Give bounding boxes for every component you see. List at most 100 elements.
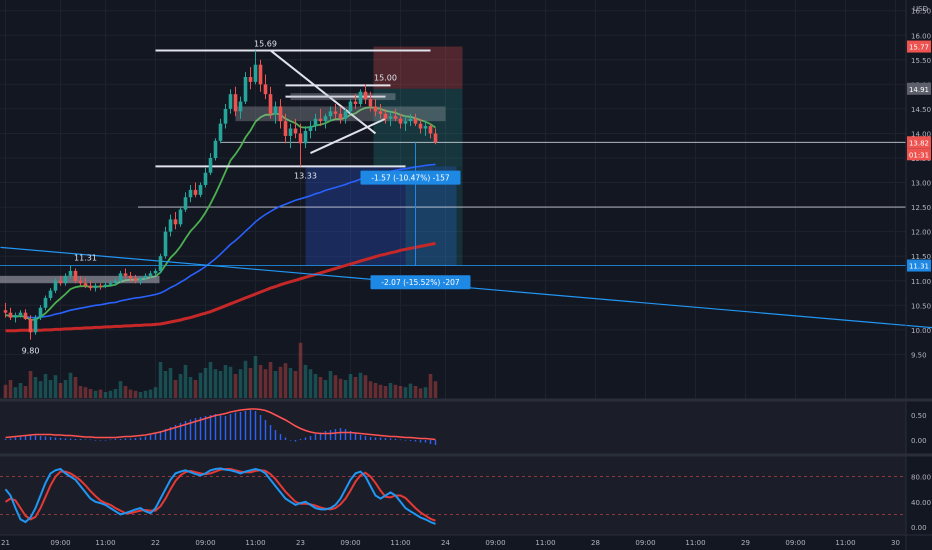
candle-body <box>378 111 383 114</box>
macd-histogram-bar <box>354 433 357 440</box>
macd-histogram-bar <box>79 439 82 440</box>
macd-histogram-bar <box>44 436 47 440</box>
stoch-tick-label: 80.00 <box>911 474 931 482</box>
volume-bar <box>413 386 418 398</box>
currency-label: USD <box>913 5 928 13</box>
volume-bar <box>228 366 233 398</box>
price-annotation-label: 15.69 <box>254 39 277 48</box>
volume-bar <box>408 383 413 398</box>
price-annotations: 15.69 15.00 13.33 11.31 9.80 <box>22 39 397 355</box>
macd-tick-label: 0.50 <box>911 412 927 420</box>
price-tick-label: 10.50 <box>911 302 931 310</box>
candle-body <box>83 283 88 286</box>
time-tick-label: 22 <box>151 539 160 547</box>
macd-histogram-bar <box>314 434 317 440</box>
time-axis[interactable]: 21 09:00 11:00 22 09:00 11:00 23 09:00 11:00 24 09… <box>1 539 932 547</box>
pattern-line-rising[interactable] <box>310 117 386 154</box>
volume-bar <box>388 383 393 398</box>
macd-histogram-bar <box>429 440 432 444</box>
candle-body <box>168 219 173 232</box>
macd-histogram-bar <box>229 414 232 440</box>
candle-body <box>268 94 273 114</box>
price-badges: 15.77 14.91 13.82 01:31 11.31 <box>907 40 931 272</box>
candle-body <box>143 275 148 279</box>
candle-body <box>38 307 43 318</box>
measure-labels: -1.57 (-10.47%) -157 -2.07 (-15.52%) -207 <box>360 142 471 290</box>
price-badge <box>907 40 931 53</box>
panel-separator[interactable] <box>0 453 932 457</box>
macd-histogram-bar <box>124 438 127 440</box>
volume-bar <box>233 374 238 398</box>
candlesticks <box>3 50 438 340</box>
volume-bar <box>68 372 73 398</box>
candle-body <box>393 116 398 119</box>
macd-histogram-bar <box>259 415 262 440</box>
candle-body <box>23 312 28 320</box>
macd-histogram-bar <box>374 437 377 440</box>
candle-body <box>93 285 98 289</box>
candle-body <box>338 113 343 119</box>
macd-histogram-bar <box>24 436 27 440</box>
annotation-drawings[interactable] <box>0 49 446 284</box>
measure-label-text: -1.57 (-10.47%) -157 <box>371 174 450 183</box>
macd-histogram-bar <box>359 435 362 440</box>
candle-body <box>358 91 363 104</box>
macd-histogram-bar <box>129 438 132 440</box>
macd-histogram-bar <box>49 437 52 440</box>
candle-body <box>303 130 308 144</box>
candle-body <box>253 64 258 82</box>
volume-bar <box>203 368 208 398</box>
price-tick-label: 14.00 <box>911 130 931 138</box>
volume-bar <box>138 392 143 398</box>
volume-bar <box>338 378 343 398</box>
candle-body <box>193 189 198 195</box>
candle-body <box>363 91 368 100</box>
channel-band[interactable] <box>290 93 396 101</box>
macd-histogram-bar <box>289 440 292 441</box>
price-tick-label: 12.00 <box>911 229 931 237</box>
volume-bar <box>53 375 58 398</box>
candle-body <box>98 285 103 287</box>
candle-body <box>313 118 318 127</box>
volume-bar <box>358 372 363 398</box>
macd-histogram-bar <box>204 416 207 440</box>
candle-body <box>373 106 378 112</box>
support-box[interactable] <box>0 275 160 284</box>
macd-histogram-bar <box>294 440 297 442</box>
macd-histogram-bar <box>279 434 282 440</box>
candle-body <box>103 284 108 287</box>
candle-body <box>28 319 33 333</box>
macd-histogram-bar <box>379 437 382 440</box>
time-tick-label: 29 <box>741 539 750 547</box>
macd-histogram-bar <box>304 437 307 440</box>
price-tick-label: 13.00 <box>911 180 931 188</box>
panel-separator[interactable] <box>0 398 932 402</box>
candle-body <box>293 128 298 134</box>
candle-body <box>33 317 38 333</box>
candle-body <box>173 219 178 225</box>
macd-histogram-bar <box>404 440 407 441</box>
macd-histogram-bar <box>214 414 217 440</box>
volume-bar <box>368 381 373 398</box>
volume-bar <box>93 390 98 398</box>
volume-bar <box>323 380 328 398</box>
macd-histogram-bar <box>69 438 72 440</box>
macd-histogram-bar <box>369 437 372 440</box>
candle-body <box>278 106 283 122</box>
candle-body <box>273 106 278 114</box>
measure-label-box <box>370 275 471 290</box>
macd-histogram-bar <box>274 430 277 440</box>
pattern-line-falling[interactable] <box>269 49 377 135</box>
price-tick-label: 9.50 <box>911 351 927 359</box>
stoch-panel-bg <box>0 455 906 535</box>
candle-body <box>153 270 158 274</box>
volume-bar <box>393 384 398 398</box>
volume-bar <box>168 368 173 398</box>
volume-bar <box>308 369 313 398</box>
time-tick-label: 11:00 <box>95 539 115 547</box>
macd-histogram-bar <box>319 432 322 440</box>
candle-body <box>233 94 238 112</box>
stoch-k-line <box>4 467 436 525</box>
